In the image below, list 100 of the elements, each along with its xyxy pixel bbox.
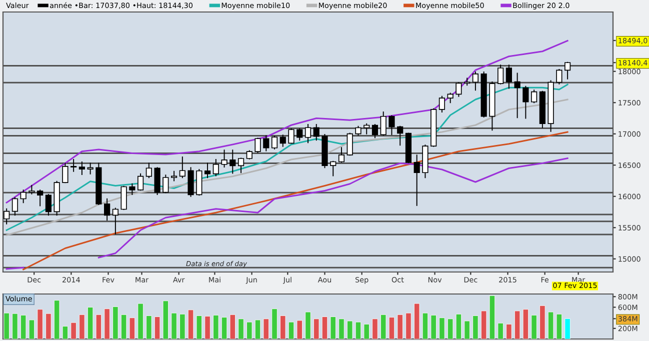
bar	[20, 314, 26, 339]
bar	[230, 314, 236, 339]
bar	[540, 305, 546, 339]
candlestick	[414, 154, 420, 206]
bar	[28, 320, 35, 339]
bar	[79, 314, 85, 339]
bar	[464, 320, 470, 339]
bar	[347, 320, 353, 339]
bar	[120, 314, 127, 339]
candlestick	[196, 169, 202, 196]
bar	[355, 322, 362, 339]
bar	[330, 316, 336, 339]
candlestick	[338, 147, 345, 162]
bar	[238, 318, 244, 339]
bar	[138, 303, 144, 339]
candlestick	[4, 208, 10, 224]
candlestick	[87, 162, 94, 174]
bar	[514, 310, 520, 339]
bar	[556, 314, 562, 339]
candlestick	[372, 124, 378, 138]
candlestick	[62, 162, 68, 184]
bar	[564, 318, 570, 339]
candlestick	[170, 170, 178, 182]
bar	[154, 316, 160, 339]
bar	[204, 316, 210, 339]
candlestick	[498, 64, 504, 84]
candlestick	[12, 197, 18, 216]
bar	[414, 303, 420, 339]
candlestick	[313, 124, 320, 141]
bar	[104, 308, 110, 339]
bar	[322, 316, 328, 339]
bar	[314, 318, 320, 339]
candlestick	[556, 69, 562, 84]
bar	[46, 313, 52, 339]
candlestick	[304, 124, 312, 144]
bar	[489, 295, 496, 339]
candlestick	[221, 150, 228, 168]
bar	[372, 318, 378, 339]
bar	[180, 314, 186, 339]
bar	[430, 314, 436, 339]
candlestick	[28, 184, 35, 194]
candlestick	[45, 194, 52, 216]
bar	[162, 300, 169, 339]
candlestick	[230, 150, 236, 174]
line-series	[6, 40, 568, 204]
bar	[221, 317, 228, 339]
bar	[263, 318, 269, 339]
candlestick	[146, 162, 152, 178]
candlestick	[20, 190, 26, 204]
candlestick	[104, 198, 110, 221]
candlestick	[397, 126, 404, 146]
candlestick	[138, 173, 144, 191]
bar	[12, 313, 18, 339]
bar	[54, 300, 60, 339]
bar	[506, 324, 512, 339]
bar	[364, 324, 370, 339]
bar	[272, 308, 278, 339]
candlestick	[179, 156, 186, 178]
line-series	[22, 131, 568, 270]
bar	[531, 314, 537, 339]
candlestick	[288, 128, 294, 144]
bar	[112, 306, 118, 339]
bar	[196, 315, 202, 339]
bar	[447, 318, 454, 339]
bar	[439, 318, 445, 339]
bar	[422, 312, 428, 339]
bar	[397, 314, 403, 339]
candlestick	[380, 112, 386, 136]
candlestick	[296, 128, 303, 141]
bar	[380, 314, 386, 339]
candlestick	[506, 64, 512, 89]
candlestick	[162, 174, 169, 194]
bar	[87, 307, 94, 339]
bar	[171, 312, 177, 339]
bar	[246, 322, 252, 339]
candlestick	[456, 82, 462, 97]
candlestick	[37, 190, 44, 206]
bar	[280, 315, 286, 339]
candlestick	[271, 136, 278, 150]
candlestick	[112, 208, 118, 234]
bar	[472, 315, 478, 339]
candlestick	[238, 158, 244, 174]
candlestick	[204, 162, 211, 178]
bar	[254, 320, 261, 339]
candlestick	[78, 162, 85, 175]
bar	[406, 312, 412, 339]
bar	[305, 312, 311, 339]
candlestick	[129, 183, 136, 195]
candlestick	[330, 160, 336, 176]
candlestick	[472, 72, 478, 91]
candlestick	[212, 159, 219, 176]
bar	[146, 315, 152, 339]
bar	[296, 320, 302, 339]
bar	[456, 314, 462, 339]
bar	[37, 309, 43, 339]
bar	[188, 310, 194, 339]
candlestick	[263, 135, 270, 152]
bar	[62, 326, 68, 339]
bar	[129, 318, 136, 339]
bar	[213, 314, 219, 339]
